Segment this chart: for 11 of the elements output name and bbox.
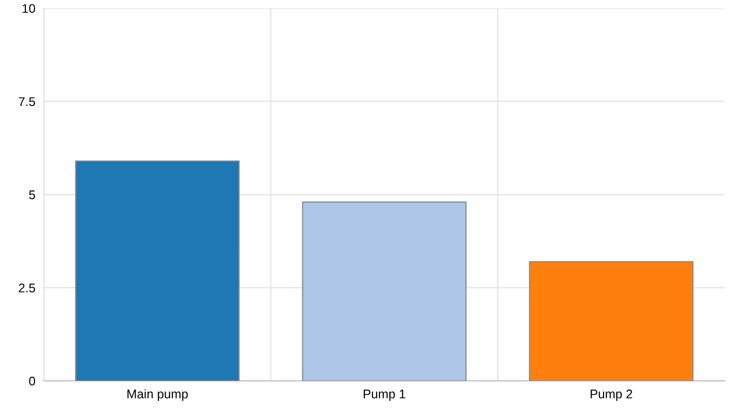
x-tick-label: Pump 2 [590,390,632,401]
y-tick-label: 10 [22,4,36,13]
y-tick-label: 5 [29,190,36,200]
y-tick-label: 7.5 [18,97,36,106]
x-tick-label: Pump 1 [364,390,406,401]
x-tick-label: Main pump [127,389,188,401]
bar [75,160,240,381]
bar [302,201,467,381]
y-tick-label: 2.5 [18,284,36,292]
y-tick-label: 0 [29,376,36,386]
bar [528,261,694,381]
